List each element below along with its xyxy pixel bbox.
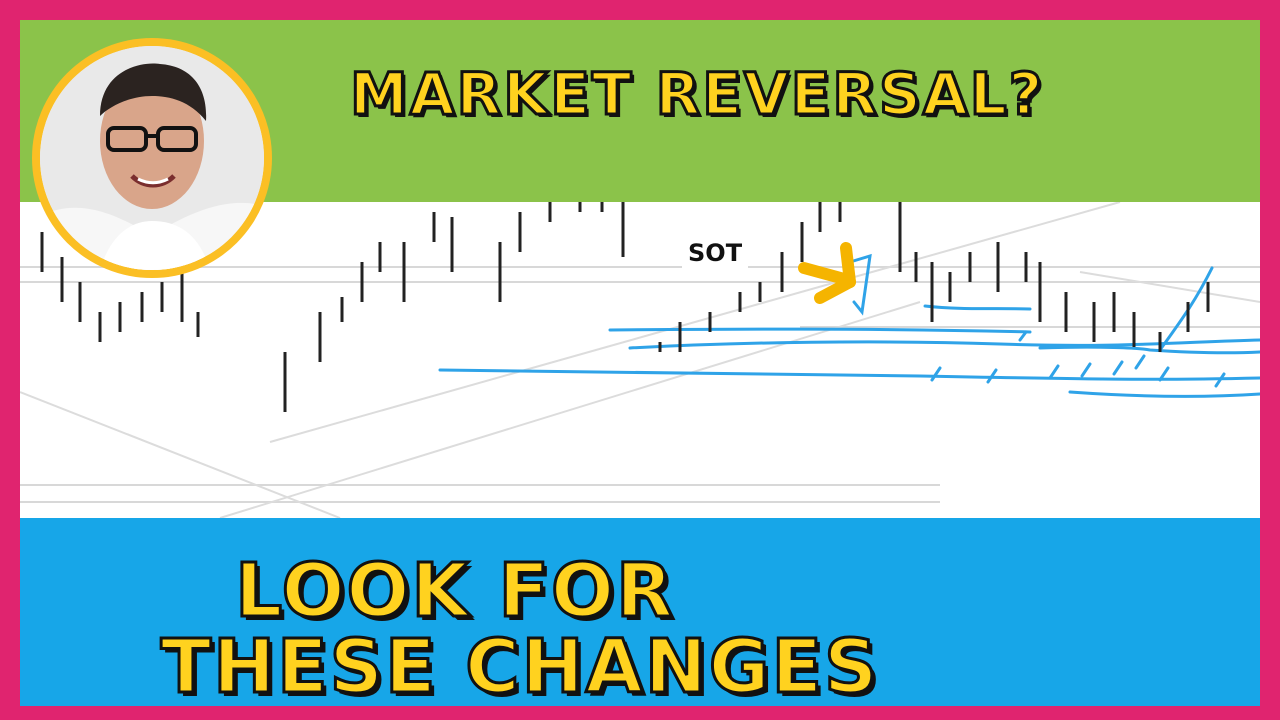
- support-line: [608, 327, 1032, 334]
- trend-line: [1079, 271, 1260, 303]
- trend-line: [20, 391, 341, 518]
- arrow-right-icon: [798, 242, 856, 304]
- subtitle-line-1: LOOK FOR: [234, 547, 675, 636]
- support-line: [438, 368, 1260, 381]
- support-line: [848, 253, 872, 316]
- support-line: [1068, 390, 1260, 398]
- trend-line: [269, 202, 1121, 443]
- presenter-avatar: [40, 46, 264, 270]
- price-chart: [20, 202, 1260, 518]
- sot-annotation: SOT: [682, 237, 749, 269]
- subtitle-line-2: THESE CHANGES: [159, 623, 880, 707]
- support-line: [628, 338, 1260, 350]
- presenter-avatar-image: [40, 46, 264, 270]
- support-line: [923, 304, 1032, 311]
- thumbnail-canvas: SOT MARKET REVERSAL? LOOK FOR THESE CHAN…: [20, 20, 1260, 706]
- price-bars: [40, 202, 625, 412]
- trend-line: [219, 301, 921, 518]
- bottom-banner: [20, 518, 1260, 706]
- presenter-avatar-ring: [32, 38, 272, 278]
- headline-title: MARKET REVERSAL?: [349, 59, 1045, 130]
- chart-svg: [20, 202, 1260, 518]
- chart-svg-upper: [658, 202, 1210, 352]
- hatch-marks: [930, 330, 1226, 388]
